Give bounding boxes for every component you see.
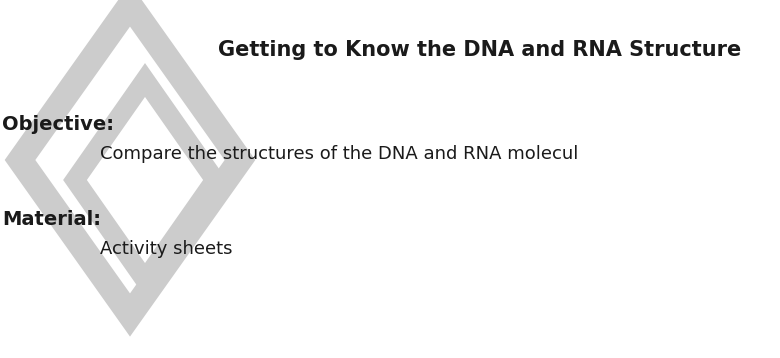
Text: Material:: Material: xyxy=(2,210,101,229)
Text: Activity sheets: Activity sheets xyxy=(100,240,232,258)
Text: Compare the structures of the DNA and RNA molecul: Compare the structures of the DNA and RN… xyxy=(100,145,579,163)
Text: Objective:: Objective: xyxy=(2,115,114,134)
Text: Getting to Know the DNA and RNA Structure: Getting to Know the DNA and RNA Structur… xyxy=(218,40,742,60)
